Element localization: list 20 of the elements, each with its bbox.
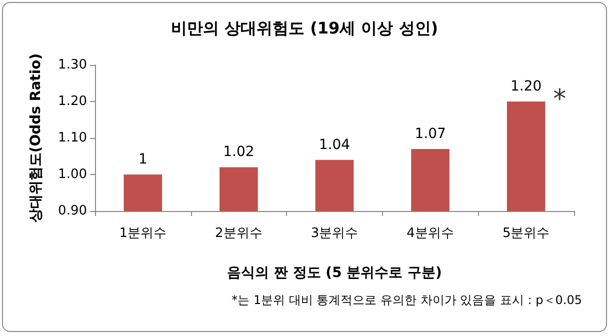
annotation: * bbox=[553, 84, 566, 114]
data-label: 1.02 bbox=[223, 144, 254, 160]
x-tick-label: 3분위수 bbox=[310, 226, 358, 241]
y-tick-label: 0.90 bbox=[58, 204, 87, 218]
data-label: 1.20 bbox=[510, 78, 542, 94]
y-tick-label: 1.10 bbox=[58, 130, 87, 146]
y-tick-label: 1.30 bbox=[58, 58, 87, 72]
data-label: 1 bbox=[138, 152, 148, 168]
x-tick-label: 4분위수 bbox=[406, 226, 454, 241]
x-tick-label: 5분위수 bbox=[502, 226, 550, 241]
y-axis-title: 상대위험도(Odds Ratio) bbox=[28, 53, 44, 223]
x-tick-label: 1분위수 bbox=[119, 226, 167, 241]
data-label: 1.04 bbox=[318, 136, 350, 153]
y-tick-label: 1.00 bbox=[58, 167, 87, 182]
data-label: 1.07 bbox=[414, 126, 446, 142]
text: *는 1분위 대비 통계적으로 유의한 차이가 있음을 표시 : p＜0.05 bbox=[232, 293, 582, 307]
x-axis-title: 음식의 짠 정도 (5 분위수로 구분) bbox=[227, 265, 442, 281]
x-tick-label: 2분위수 bbox=[215, 226, 262, 241]
chart-title: 비만의 상대위험도 (19세 이상 성인) bbox=[170, 18, 438, 38]
y-tick-label: 1.20 bbox=[58, 94, 87, 109]
